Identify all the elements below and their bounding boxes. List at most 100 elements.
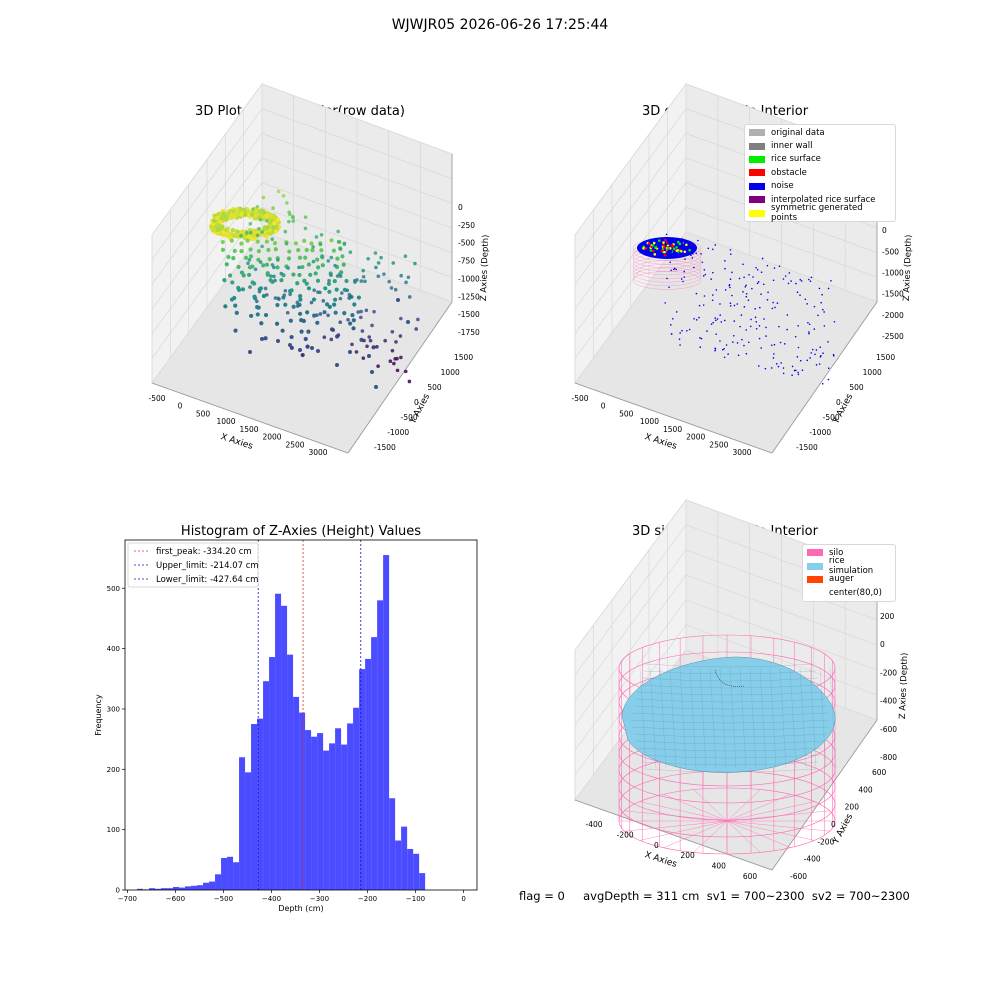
rice-surface <box>621 656 837 773</box>
tick-label: 1000 <box>640 417 659 426</box>
histogram-bar <box>245 772 252 890</box>
noise-point <box>823 325 826 327</box>
noise-point <box>827 287 830 290</box>
data-point <box>338 247 343 251</box>
tick-label: 500 <box>849 383 864 392</box>
data-point <box>340 291 344 295</box>
data-point <box>261 293 266 299</box>
noise-point <box>683 276 686 278</box>
data-point <box>316 290 320 294</box>
data-point <box>267 228 273 233</box>
noise-point <box>739 325 741 328</box>
data-point <box>338 296 343 301</box>
data-point <box>316 349 320 353</box>
data-point <box>362 338 366 343</box>
data-point <box>248 221 253 226</box>
tick-label: -1000 <box>809 428 831 437</box>
data-point <box>246 272 252 278</box>
data-point <box>340 254 345 259</box>
data-point <box>229 231 234 237</box>
histogram-bar <box>137 888 144 890</box>
noise-point <box>756 282 759 285</box>
data-point <box>356 295 362 300</box>
data-point <box>390 329 395 334</box>
histogram-bar <box>287 654 294 890</box>
histogram-bar <box>401 826 408 890</box>
data-point <box>407 379 412 384</box>
data-point <box>316 265 321 270</box>
noise-point <box>693 317 695 320</box>
silo-floor-spoke <box>639 801 728 822</box>
noise-point <box>699 337 701 339</box>
noise-point <box>808 323 811 326</box>
data-point <box>273 247 278 252</box>
data-point <box>247 258 252 262</box>
tick-label: 0 <box>836 398 841 407</box>
data-point <box>335 256 340 261</box>
tick-label: 2500 <box>709 440 728 449</box>
data-point <box>348 321 353 326</box>
noise-point <box>782 372 785 375</box>
noise-point <box>683 270 685 273</box>
data-point <box>267 257 272 262</box>
noise-point <box>675 268 678 271</box>
noise-point <box>703 268 706 271</box>
data-point <box>298 348 302 352</box>
rice-mesh-line <box>659 667 667 769</box>
data-point <box>361 356 366 360</box>
data-point <box>265 219 269 223</box>
noise-point <box>813 305 816 308</box>
x-tick-label: −700 <box>118 895 137 903</box>
noise-point <box>698 304 701 307</box>
data-point <box>370 370 374 374</box>
data-point <box>275 302 280 308</box>
data-point <box>288 292 292 297</box>
legend-swatch <box>807 575 823 583</box>
noise-point <box>675 238 677 241</box>
classified-point <box>651 244 655 247</box>
noise-point <box>811 348 814 351</box>
data-point <box>291 219 296 223</box>
data-point <box>314 235 319 239</box>
data-point <box>220 224 225 229</box>
noise-point <box>814 353 816 356</box>
rice-mesh-line <box>699 667 707 769</box>
rice-mesh-line <box>749 667 757 769</box>
rice-mesh-line <box>819 667 827 769</box>
tick-label: 500 <box>619 409 634 418</box>
silo-floor-spoke <box>726 801 815 822</box>
histogram-bar <box>215 874 222 890</box>
data-point <box>336 240 341 244</box>
noise-point <box>691 257 694 259</box>
noise-point <box>772 301 774 304</box>
noise-point <box>695 319 698 321</box>
noise-point <box>752 276 754 278</box>
tick-label: 2000 <box>262 433 281 442</box>
legend-swatch <box>749 142 765 150</box>
data-point <box>282 293 287 297</box>
data-point <box>293 241 299 246</box>
classified-point <box>647 242 651 245</box>
legend-item-auger: auger <box>803 573 895 586</box>
data-point <box>228 215 234 221</box>
data-point <box>376 364 380 368</box>
data-point <box>291 304 296 309</box>
tick-label: -500 <box>823 413 840 422</box>
tick-label: -1500 <box>882 290 904 299</box>
classified-point <box>666 239 670 243</box>
noise-point <box>666 277 668 280</box>
data-point <box>298 294 303 299</box>
noise-point <box>712 321 715 324</box>
data-point <box>308 272 313 277</box>
data-point <box>214 215 219 221</box>
data-point <box>324 302 330 307</box>
data-point <box>404 280 408 285</box>
classified-point <box>663 250 666 254</box>
data-point <box>297 311 303 316</box>
noise-point <box>736 342 739 344</box>
tick-label: -500 <box>401 413 418 422</box>
data-point <box>251 207 255 211</box>
noise-point <box>772 357 775 359</box>
noise-point <box>666 255 669 257</box>
grid-line <box>574 524 687 676</box>
